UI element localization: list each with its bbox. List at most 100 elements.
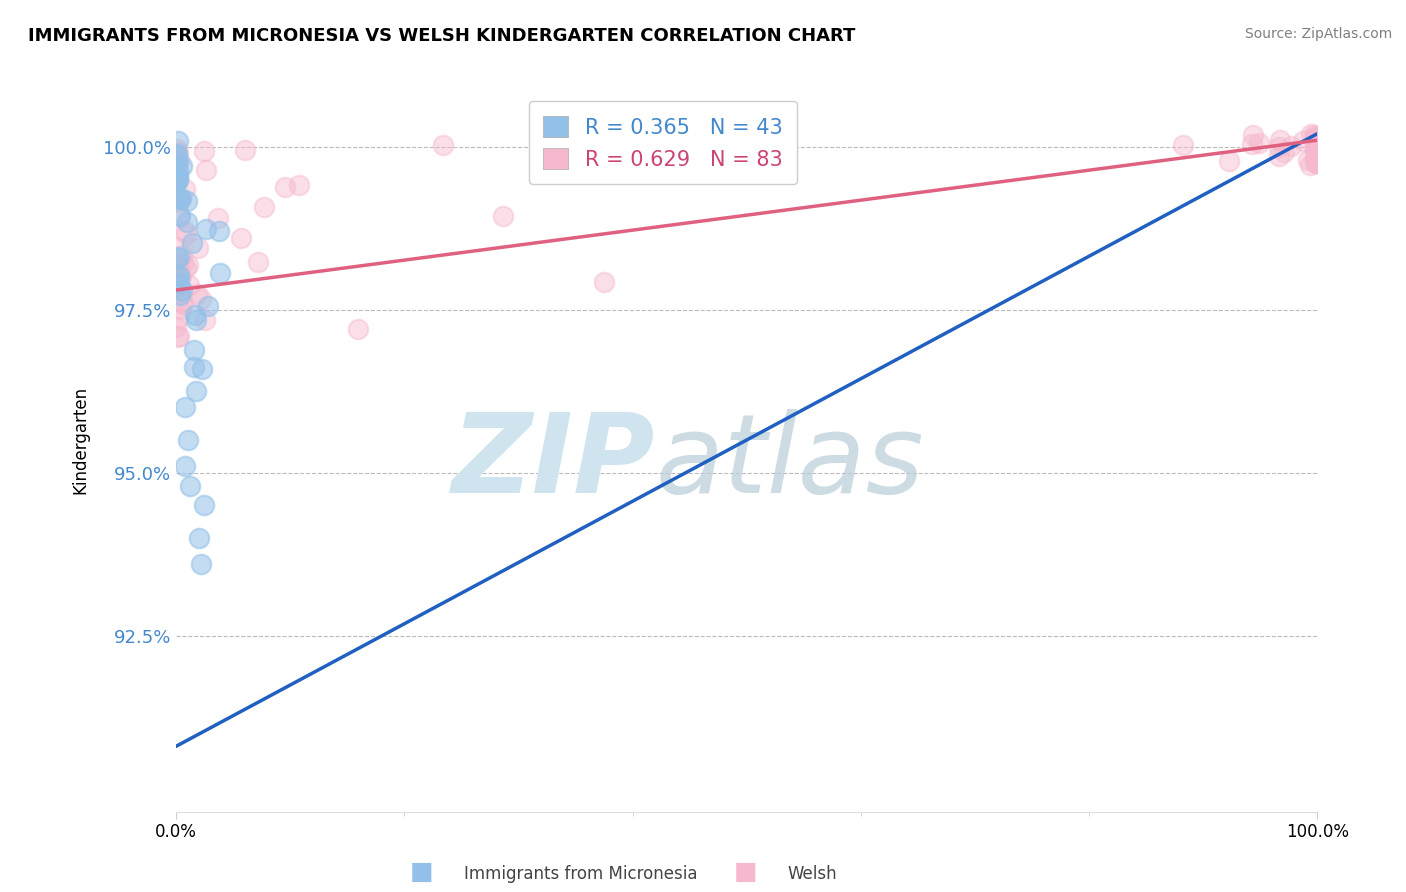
Point [1306,145,1329,160]
Point [167,329,190,343]
Point [188,531,211,545]
Point [167,310,190,324]
Point [181,235,204,250]
Point [169,288,191,302]
Point [1305,156,1327,170]
Point [170,283,193,297]
Point [184,313,207,327]
Point [176,215,198,229]
Point [195,162,218,177]
Text: ZIP: ZIP [451,409,655,516]
Point [166,155,188,169]
Point [167,268,190,283]
Point [169,193,191,207]
Point [1305,130,1327,145]
Point [184,384,207,399]
Text: ■: ■ [411,860,433,884]
Point [1303,152,1326,166]
Point [1305,143,1327,157]
Text: Source: ZipAtlas.com: Source: ZipAtlas.com [1244,27,1392,41]
Point [165,320,187,334]
Point [1305,134,1327,148]
Point [166,191,188,205]
Text: ■: ■ [734,860,756,884]
Point [174,227,197,241]
Point [174,261,197,276]
Point [166,172,188,186]
Legend: R = 0.365   N = 43, R = 0.629   N = 83: R = 0.365 N = 43, R = 0.629 N = 83 [529,101,797,185]
Point [1301,127,1323,141]
Point [1305,140,1327,154]
Point [1303,145,1326,159]
Point [173,401,195,415]
Point [208,266,231,280]
Point [167,208,190,222]
Point [193,498,215,512]
Point [1303,128,1326,143]
Point [1305,145,1327,159]
Point [166,239,188,253]
Point [177,277,200,292]
Point [166,278,188,293]
Point [165,176,187,190]
Point [174,459,197,474]
Point [172,295,194,310]
Point [166,330,188,344]
Point [190,292,212,306]
Point [176,258,198,272]
Point [167,250,190,264]
Point [177,433,200,447]
Text: atlas: atlas [655,409,924,516]
Point [167,260,190,274]
Point [165,172,187,186]
Point [1247,136,1270,150]
Point [166,148,188,162]
Point [1303,132,1326,146]
Point [1268,149,1291,163]
Point [1306,131,1329,145]
Point [1305,132,1327,146]
Point [1299,158,1322,172]
Point [166,169,188,183]
Point [1279,138,1302,153]
Point [166,154,188,169]
Point [492,210,515,224]
Point [195,222,218,236]
Point [288,178,311,193]
Point [193,144,215,158]
Point [1303,136,1326,151]
Point [233,143,256,157]
Point [1305,150,1327,164]
Point [207,224,229,238]
Point [1306,156,1329,170]
Point [176,194,198,208]
Point [167,194,190,209]
Point [169,301,191,316]
Point [346,322,368,336]
Point [253,200,276,214]
Text: Immigrants from Micronesia: Immigrants from Micronesia [464,864,697,882]
Point [183,360,205,375]
Point [432,137,454,152]
Y-axis label: Kindergarten: Kindergarten [72,386,89,494]
Point [166,147,188,161]
Point [1306,156,1329,170]
Point [173,181,195,195]
Point [172,297,194,311]
Point [593,275,616,289]
Point [167,276,190,290]
Point [1218,154,1240,169]
Point [167,134,190,148]
Point [1303,133,1326,147]
Text: Welsh: Welsh [787,864,837,882]
Point [167,271,190,285]
Point [190,557,212,571]
Point [186,286,208,301]
Point [1173,137,1195,152]
Point [197,299,219,313]
Point [1305,130,1327,145]
Point [1270,133,1292,147]
Point [170,191,193,205]
Point [166,172,188,186]
Point [1305,138,1327,153]
